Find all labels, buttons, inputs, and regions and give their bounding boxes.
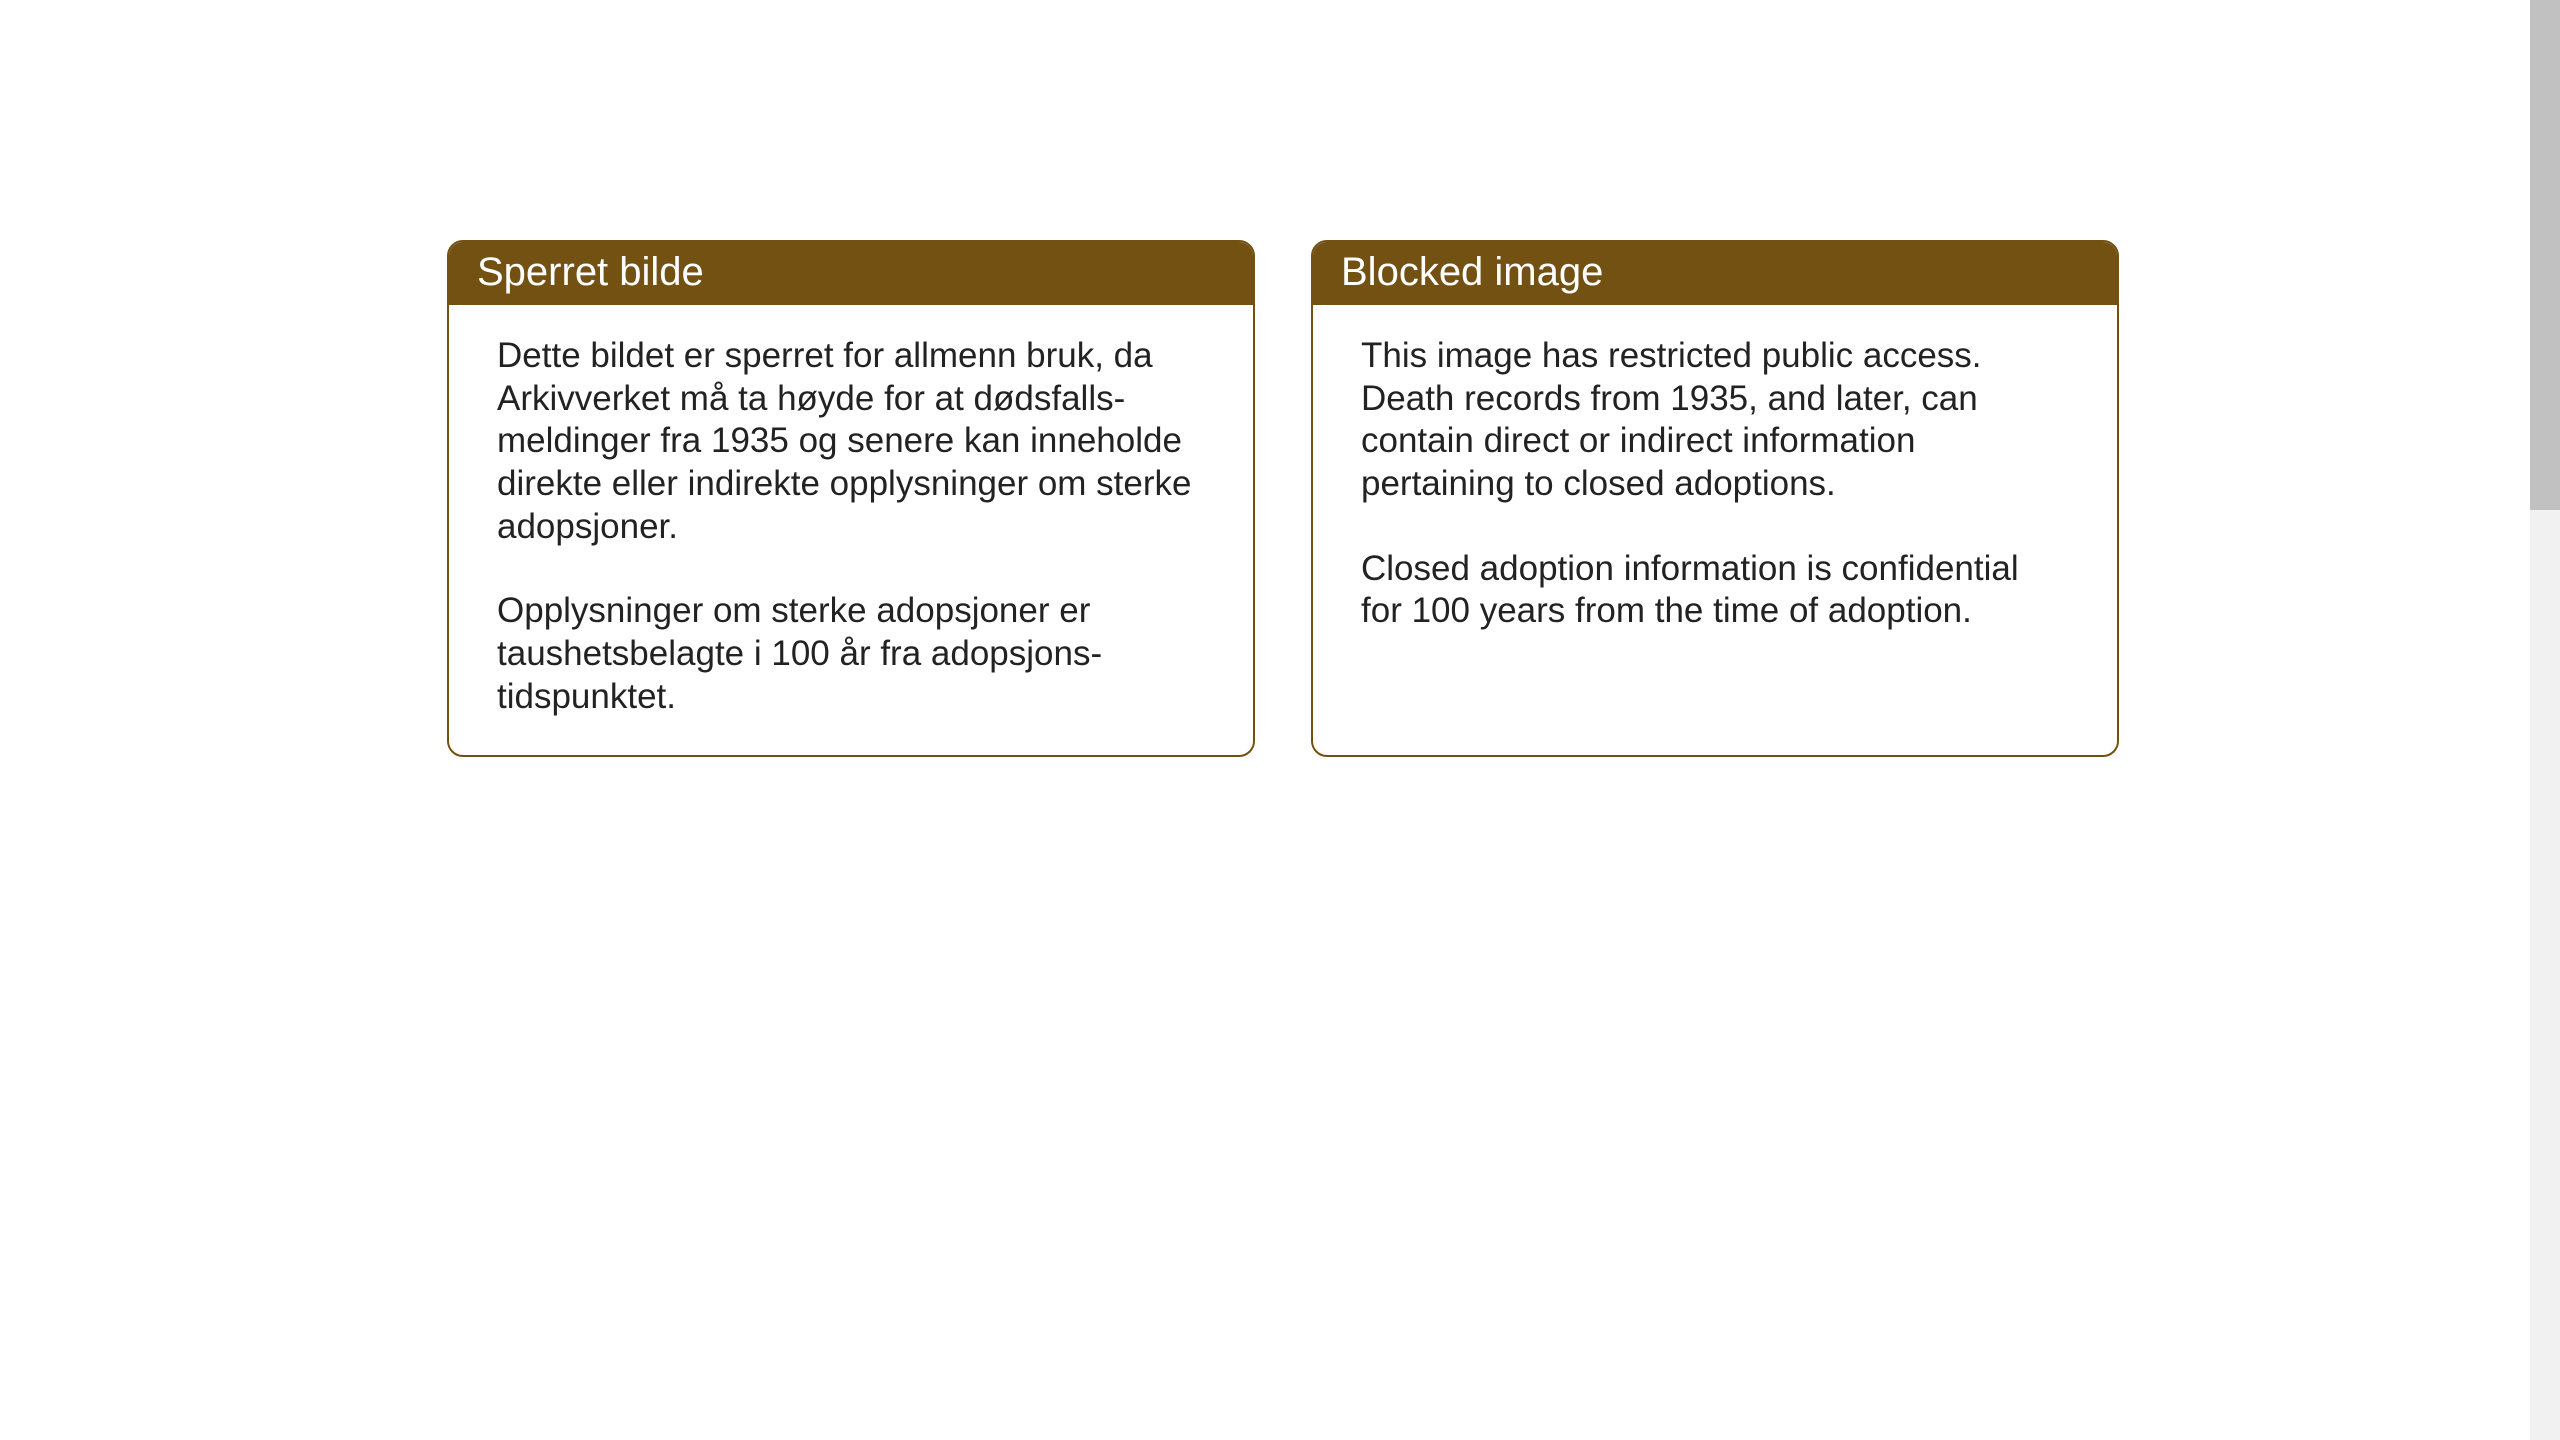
norwegian-paragraph-1: Dette bildet er sperret for allmenn bruk… (497, 335, 1205, 548)
norwegian-card-title: Sperret bilde (477, 250, 704, 294)
scrollbar-thumb[interactable] (2530, 0, 2560, 510)
norwegian-paragraph-2: Opplysninger om sterke adopsjoner er tau… (497, 590, 1205, 718)
scrollbar-track[interactable] (2530, 0, 2560, 1440)
norwegian-card-header: Sperret bilde (449, 242, 1253, 305)
english-card-title: Blocked image (1341, 250, 1603, 294)
norwegian-card-body: Dette bildet er sperret for allmenn bruk… (449, 305, 1253, 755)
english-card-body: This image has restricted public access.… (1313, 305, 2117, 669)
english-paragraph-1: This image has restricted public access.… (1361, 335, 2069, 506)
english-card-header: Blocked image (1313, 242, 2117, 305)
norwegian-card: Sperret bilde Dette bildet er sperret fo… (447, 240, 1255, 757)
english-card: Blocked image This image has restricted … (1311, 240, 2119, 757)
cards-container: Sperret bilde Dette bildet er sperret fo… (0, 0, 2560, 757)
english-paragraph-2: Closed adoption information is confident… (1361, 548, 2069, 633)
